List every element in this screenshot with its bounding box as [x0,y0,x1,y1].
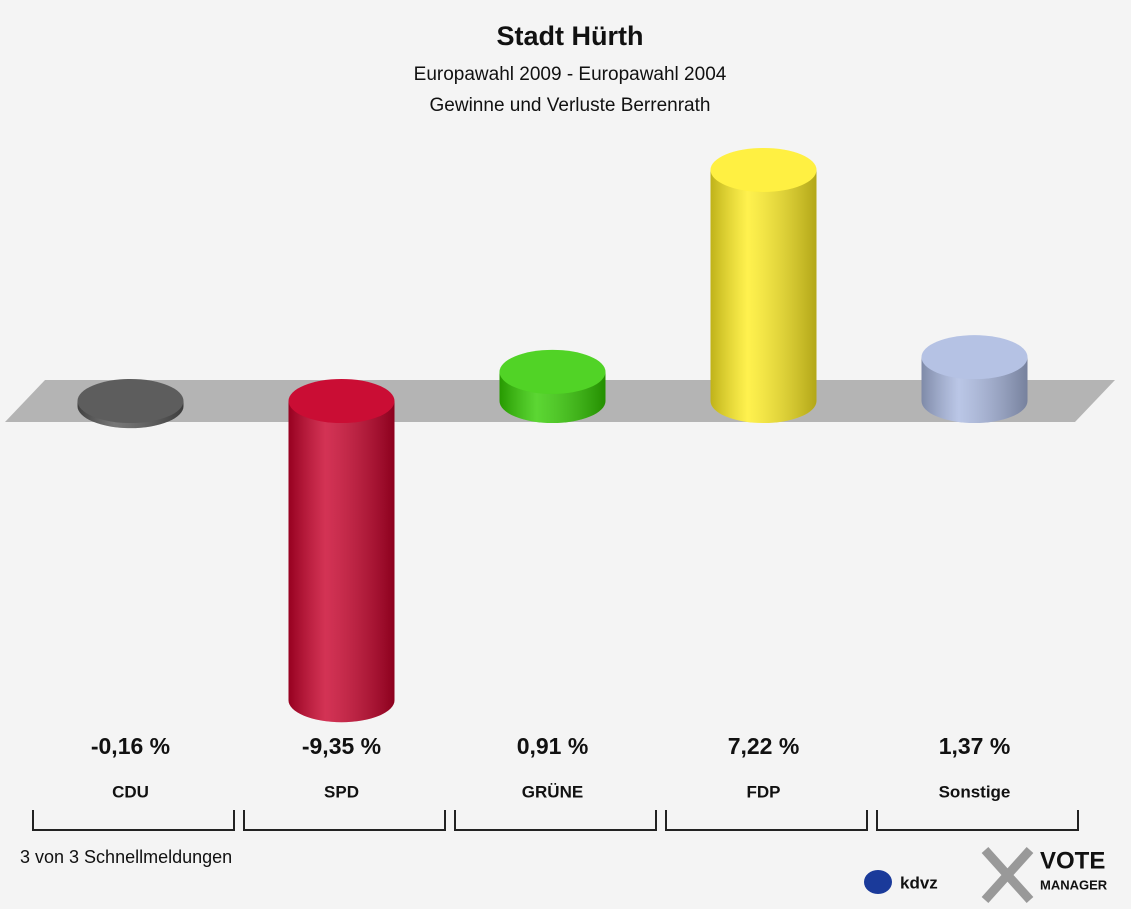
value-label: -0,16 % [91,733,170,759]
value-label: -9,35 % [302,733,381,759]
category-bracket [243,810,446,831]
bar-top [710,147,817,192]
bar-top [288,379,395,423]
bar-top-shading [77,379,184,423]
category-bracket [876,810,1079,831]
logo: kdvz VOTE MANAGER [864,846,1108,904]
category-bracket [665,810,868,831]
value-label: 0,91 % [517,733,589,759]
bar-top [921,335,1028,380]
x-tick-label: Sonstige [939,782,1011,801]
x-tick-label: SPD [324,782,359,801]
chart-subtitle: Gewinne und Verluste Berrenrath [430,95,711,116]
chart-subtitle: Europawahl 2009 - Europawahl 2004 [414,64,727,85]
category-bracket [32,810,235,831]
bar-top-shading [921,335,1028,380]
bar-shading [288,401,395,723]
logo-cross [981,846,1034,904]
value-label: 1,37 % [939,733,1011,759]
footer: 3 von 3 Schnellmeldungen [20,847,232,867]
value-label: 7,22 % [728,733,800,759]
bar-top [77,379,184,423]
logo-dot [864,870,892,894]
logo-text: MANAGER [1040,877,1108,892]
category-bracket [454,810,657,831]
x-tick-label: GRÜNE [522,782,583,801]
x-tick-label: CDU [112,782,149,801]
bar-top-shading [288,379,395,423]
logo-text: VOTE [1040,847,1105,874]
chart-title: Stadt Hürth [497,21,644,51]
bar-top-shading [499,349,606,394]
bar-top-shading [710,147,817,192]
logo-text: kdvz [900,873,938,892]
bar-top [499,349,606,394]
bar-shading [710,169,817,424]
x-tick-label: FDP [747,782,781,801]
